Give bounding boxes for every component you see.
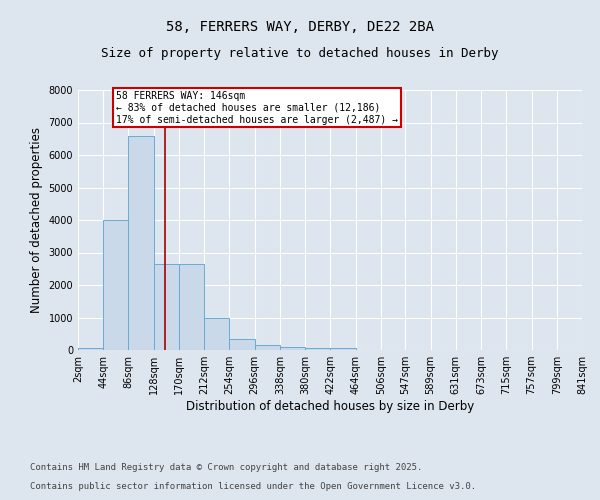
Bar bbox=[154, 264, 179, 350]
Bar bbox=[331, 348, 356, 350]
Bar bbox=[229, 338, 254, 350]
Text: Size of property relative to detached houses in Derby: Size of property relative to detached ho… bbox=[101, 48, 499, 60]
Text: 58, FERRERS WAY, DERBY, DE22 2BA: 58, FERRERS WAY, DERBY, DE22 2BA bbox=[166, 20, 434, 34]
Bar bbox=[179, 264, 204, 350]
Bar bbox=[78, 348, 103, 350]
Bar bbox=[103, 220, 128, 350]
Bar bbox=[204, 318, 229, 350]
Text: 58 FERRERS WAY: 146sqm
← 83% of detached houses are smaller (12,186)
17% of semi: 58 FERRERS WAY: 146sqm ← 83% of detached… bbox=[116, 92, 398, 124]
Bar bbox=[280, 348, 305, 350]
Bar bbox=[128, 136, 154, 350]
Y-axis label: Number of detached properties: Number of detached properties bbox=[30, 127, 43, 313]
Bar bbox=[305, 348, 331, 350]
Bar bbox=[254, 345, 280, 350]
Text: Contains HM Land Registry data © Crown copyright and database right 2025.: Contains HM Land Registry data © Crown c… bbox=[30, 464, 422, 472]
Text: Contains public sector information licensed under the Open Government Licence v3: Contains public sector information licen… bbox=[30, 482, 476, 491]
X-axis label: Distribution of detached houses by size in Derby: Distribution of detached houses by size … bbox=[186, 400, 474, 413]
